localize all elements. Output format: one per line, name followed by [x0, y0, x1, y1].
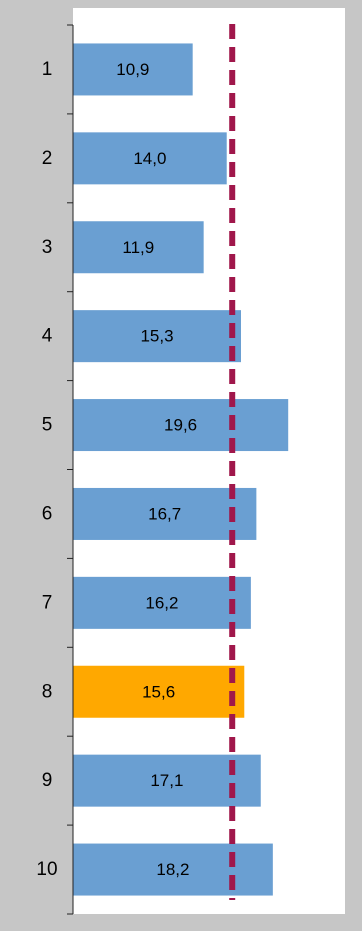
category-labels: 1 2 3 4 5 6 7 8 9 10	[36, 59, 57, 880]
category-label: 3	[42, 237, 53, 258]
bar-value-labels: 10,9 14,0 11,9 15,3 19,6 16,7 16,2 15,6 17,1 18,2	[116, 60, 197, 879]
category-label: 9	[42, 770, 53, 791]
category-label: 4	[42, 326, 53, 347]
bar	[73, 487, 257, 540]
bar-value-label: 19,6	[164, 416, 197, 435]
bars-layer	[73, 43, 289, 896]
bar	[73, 843, 273, 896]
bar-value-label: 10,9	[116, 60, 149, 79]
bar	[73, 221, 204, 274]
axis-ticks	[67, 24, 73, 915]
bar-value-label: 18,2	[156, 860, 189, 879]
bar-value-label: 11,9	[122, 238, 154, 257]
category-label: 5	[42, 415, 53, 436]
category-label: 10	[36, 859, 57, 880]
bar	[73, 576, 251, 629]
bar-value-label: 17,1	[150, 771, 183, 790]
bar-value-label: 16,7	[148, 504, 181, 523]
bar-highlighted	[73, 665, 245, 718]
category-label: 6	[42, 503, 53, 524]
category-label: 1	[42, 59, 53, 80]
category-label: 2	[42, 148, 53, 169]
bar	[73, 310, 241, 363]
category-label: 7	[42, 592, 53, 613]
bar-value-label: 15,6	[142, 682, 175, 701]
bar-value-label: 14,0	[133, 149, 166, 168]
category-label: 8	[42, 681, 53, 702]
bar	[73, 132, 227, 185]
bar	[73, 43, 193, 96]
bar-value-label: 16,2	[145, 593, 178, 612]
bar	[73, 399, 289, 452]
bar-value-label: 15,3	[140, 327, 173, 346]
